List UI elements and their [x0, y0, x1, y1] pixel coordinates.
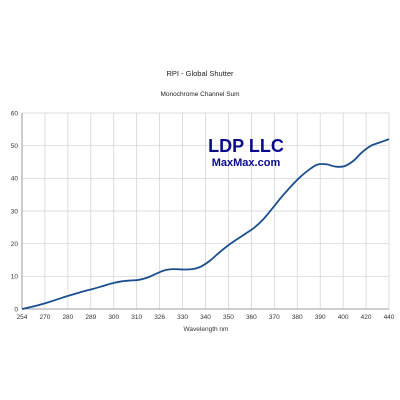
x-tick-label: 340: [200, 314, 211, 321]
y-tick-label: 60: [11, 110, 19, 117]
x-tick-label: 280: [62, 314, 73, 321]
series-line: [21, 138, 390, 310]
x-tick-label: 440: [384, 314, 395, 321]
y-tick-label: 50: [11, 143, 19, 150]
x-tick-labels: 254 270 280 289 300 310 326 330 340 350 360 370 380 3…: [17, 314, 395, 321]
x-tick-label: 326: [154, 314, 165, 321]
axes: [21, 113, 389, 310]
x-tick-label: 400: [338, 314, 349, 321]
x-tick-label: 370: [269, 314, 280, 321]
y-tick-label: 0: [14, 306, 18, 313]
y-tick-label: 10: [11, 274, 19, 281]
x-tick-label: 330: [177, 314, 188, 321]
x-tick-label: 350: [223, 314, 234, 321]
x-tick-label: 254: [17, 314, 28, 321]
chart-title: RPI - Global Shutter: [166, 69, 234, 78]
y-tick-label: 20: [11, 241, 19, 248]
x-tick-label: 300: [108, 314, 119, 321]
logo-text-maxmax: MaxMax.com: [212, 157, 281, 169]
x-tick-label: 289: [85, 314, 96, 321]
logo-text-ldp: LDP LLC: [208, 136, 284, 156]
chart-subtitle: Monochrome Channel Sum: [160, 91, 240, 98]
grid: [21, 112, 390, 310]
y-tick-label: 30: [11, 208, 19, 215]
y-tick-label: 40: [11, 176, 19, 183]
logo: LDP LLC MaxMax.com: [208, 136, 284, 169]
x-axis-label: Wavelength nm: [184, 326, 229, 333]
x-tick-label: 380: [292, 314, 303, 321]
x-tick-label: 420: [361, 314, 372, 321]
x-tick-label: 360: [246, 314, 257, 321]
y-tick-labels: 0 10 20 30 40 50 60: [11, 110, 19, 313]
x-tick-label: 310: [131, 314, 142, 321]
x-tick-label: 270: [40, 314, 51, 321]
x-tick-label: 390: [315, 314, 326, 321]
